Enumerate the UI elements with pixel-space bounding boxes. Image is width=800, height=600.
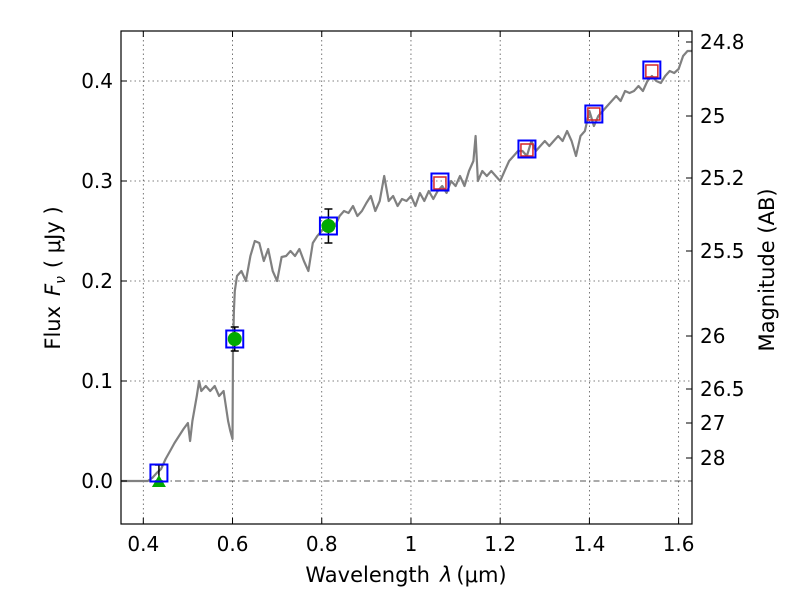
y2-tick-label: 25 <box>700 104 725 128</box>
blue-square <box>642 60 662 80</box>
x-axis-label: Wavelength λ (μm) <box>305 563 506 587</box>
x-tick-label: 1.6 <box>663 532 695 556</box>
x-tick-label: 0.6 <box>217 532 249 556</box>
blue-square <box>149 463 169 483</box>
grid-layer <box>121 31 692 524</box>
x-tick-label: 1.2 <box>484 532 516 556</box>
x-axis-label-unit: (μm) <box>456 563 506 587</box>
red-square <box>587 107 601 121</box>
y-axis-label-prefix: Flux <box>41 306 65 350</box>
y-tick-label: 0.2 <box>81 269 113 293</box>
x-tick-label: 1 <box>405 532 418 556</box>
y2-tick-label: 25.2 <box>700 166 745 190</box>
y2-axis-label: Magnitude (AB) <box>755 188 779 351</box>
x-axis-label-symbol: λ <box>439 563 452 587</box>
y-tick-label: 0.0 <box>81 469 113 493</box>
tick-layer: 0.4 0.6 0.8 1 1.2 1.4 1.6 0.0 0.1 0.2 0.3 0.4 24.8 25… <box>81 30 744 556</box>
series-layer <box>121 49 692 483</box>
spectrum-line <box>121 49 692 483</box>
x-tick-label: 1.4 <box>573 532 605 556</box>
x-tick-label: 0.8 <box>306 532 338 556</box>
y2-tick-label: 26 <box>700 324 725 348</box>
y-axis-label-subscript: ν <box>53 276 69 284</box>
y2-tick-label: 25.5 <box>700 239 745 263</box>
y2-tick-label: 24.8 <box>700 30 745 54</box>
y-tick-label: 0.1 <box>81 369 113 393</box>
plot-frame <box>120 30 693 525</box>
red-square <box>645 64 659 78</box>
marker-layer <box>149 60 662 487</box>
x-axis-label-prefix: Wavelength <box>305 563 430 587</box>
red-square <box>433 176 447 190</box>
y-axis-label-unit: ( μJy ) <box>41 206 65 268</box>
blue-square <box>318 216 338 236</box>
y-axis-label-symbol: F <box>41 283 65 296</box>
y2-tick-label: 27 <box>700 411 725 435</box>
blue-square <box>584 104 604 124</box>
y-tick-label: 0.3 <box>81 169 113 193</box>
y2-tick-label: 26.5 <box>700 377 745 401</box>
blue-square <box>517 139 537 159</box>
blue-square <box>225 329 245 349</box>
red-square <box>520 143 534 157</box>
y-axis-label: Flux Fν ( μJy ) <box>41 206 69 349</box>
green-point <box>321 219 336 233</box>
y-tick-label: 0.4 <box>81 69 113 93</box>
x-tick-label: 0.4 <box>127 532 159 556</box>
green-point <box>227 332 242 346</box>
blue-square <box>430 172 450 192</box>
y2-tick-label: 28 <box>700 446 725 470</box>
